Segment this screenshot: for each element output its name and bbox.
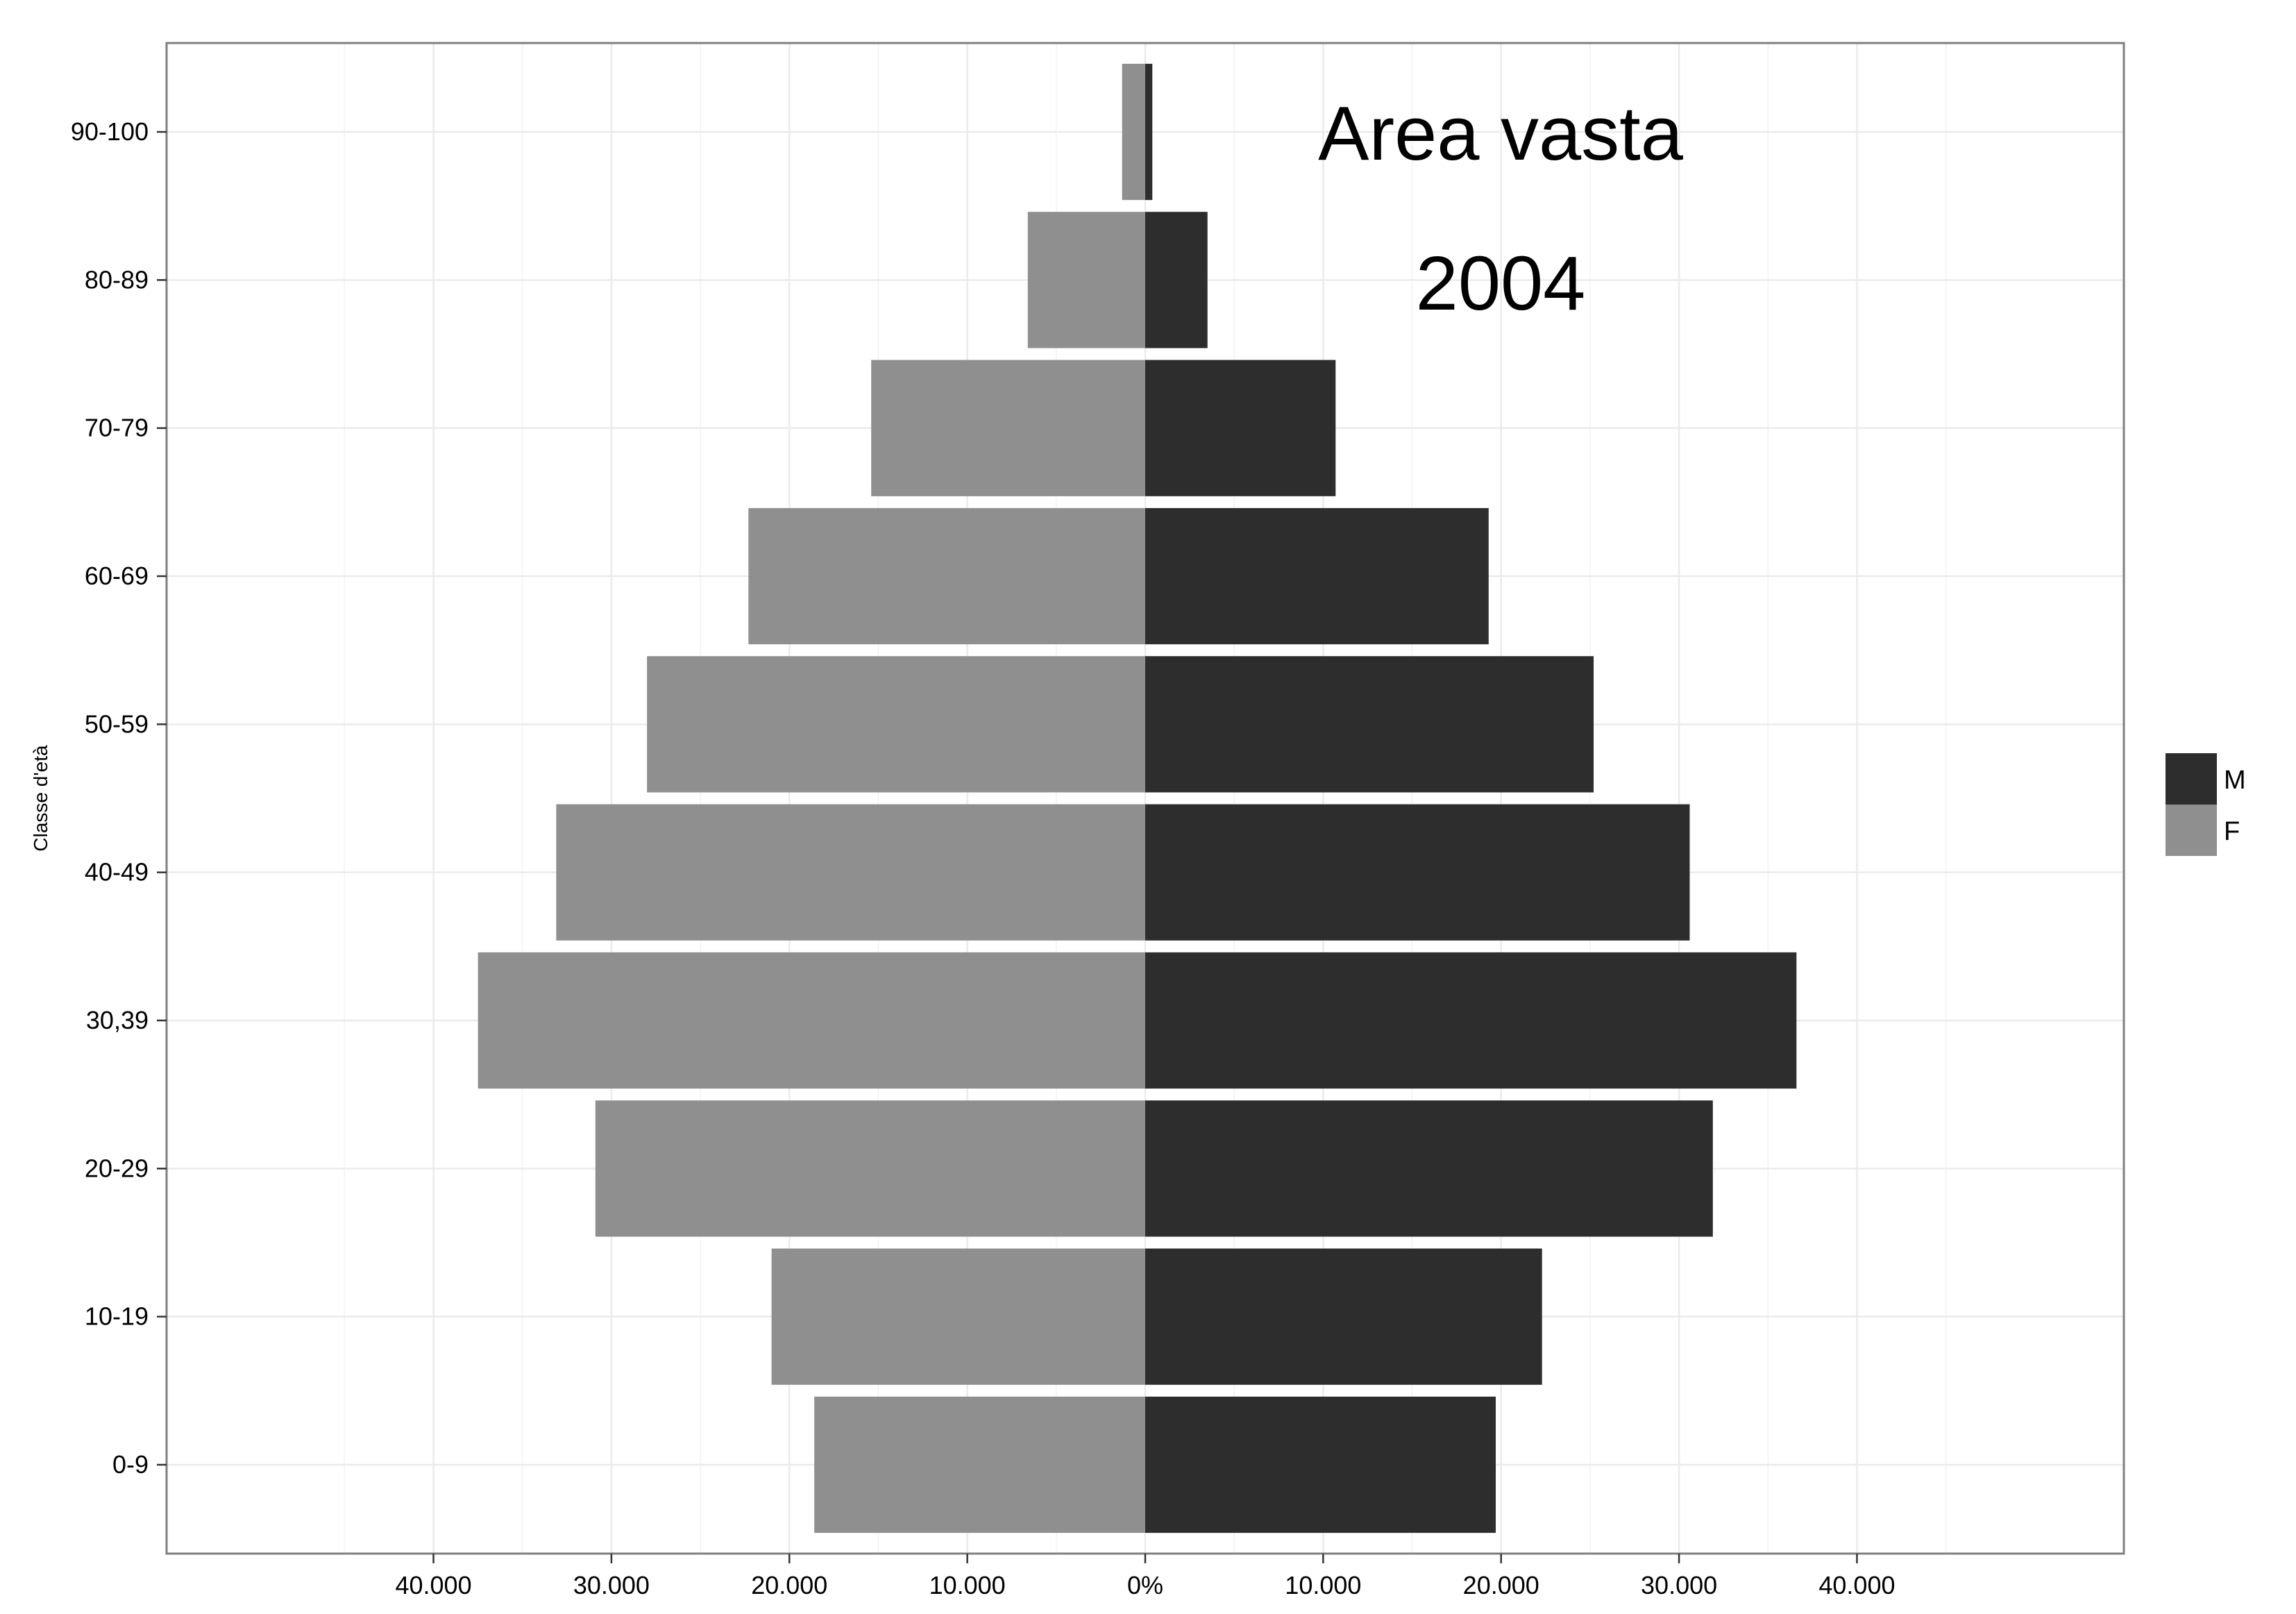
x-tick-label: 20.000 xyxy=(1463,1571,1539,1599)
x-tick-label: 10.000 xyxy=(929,1571,1006,1599)
bar-m-60-69 xyxy=(1145,507,1489,645)
x-axis: 40.000 30.000 20.000 10.000 0% 10.000 20.000 30… xyxy=(395,1554,1896,1599)
y-tick-label: 60-69 xyxy=(85,562,149,590)
y-tick-label: 50-59 xyxy=(85,709,149,738)
bar-m-90-100 xyxy=(1145,63,1153,201)
x-tick-label: 10.000 xyxy=(1285,1571,1361,1599)
legend-key-f xyxy=(2166,805,2217,856)
y-tick-label: 0-9 xyxy=(112,1450,149,1479)
y-tick-label: 90-100 xyxy=(71,117,149,146)
bar-m-20-29 xyxy=(1145,1100,1713,1237)
y-tick-label: 10-19 xyxy=(85,1302,149,1331)
bar-m-80-89 xyxy=(1145,212,1208,348)
bar-m-30,39 xyxy=(1145,952,1797,1089)
y-axis-title: Classe d'età xyxy=(30,745,51,852)
bar-f-20-29 xyxy=(595,1100,1145,1237)
annotation-area-name: Area vasta xyxy=(1318,91,1684,176)
bar-f-60-69 xyxy=(748,507,1145,645)
x-tick-label: 40.000 xyxy=(395,1571,471,1599)
bar-f-70-79 xyxy=(871,360,1145,496)
x-tick-label: 0% xyxy=(1127,1571,1163,1599)
y-tick-label: 40-49 xyxy=(85,858,149,886)
bar-m-70-79 xyxy=(1145,360,1336,496)
bar-m-0-9 xyxy=(1145,1396,1496,1533)
legend-label-m: M xyxy=(2224,766,2246,795)
x-tick-label: 30.000 xyxy=(573,1571,650,1599)
bar-f-10-19 xyxy=(771,1248,1145,1385)
x-tick-label: 20.000 xyxy=(751,1571,827,1599)
y-tick-label: 80-89 xyxy=(85,265,149,294)
bar-f-80-89 xyxy=(1027,212,1145,348)
bar-f-40-49 xyxy=(556,804,1145,941)
x-tick-label: 40.000 xyxy=(1818,1571,1895,1599)
bar-m-10-19 xyxy=(1145,1248,1542,1385)
y-tick-label: 70-79 xyxy=(85,414,149,442)
bar-f-90-100 xyxy=(1122,63,1145,201)
x-tick-label: 30.000 xyxy=(1641,1571,1717,1599)
y-axis: 0-9 10-19 20-29 30,39 40-49 50-59 60-69 70-79 80… xyxy=(71,117,167,1479)
bars-group xyxy=(478,63,1797,1533)
y-tick-label: 20-29 xyxy=(85,1154,149,1182)
legend-key-m xyxy=(2166,753,2217,805)
bar-m-50-59 xyxy=(1145,656,1594,793)
bar-f-50-59 xyxy=(647,656,1145,793)
bar-f-30,39 xyxy=(478,952,1145,1089)
bar-f-0-9 xyxy=(814,1396,1145,1533)
legend: MF xyxy=(2166,753,2246,856)
legend-label-f: F xyxy=(2224,817,2240,846)
y-tick-label: 30,39 xyxy=(86,1006,149,1034)
bar-m-40-49 xyxy=(1145,804,1690,941)
annotation-year: 2004 xyxy=(1416,241,1586,326)
